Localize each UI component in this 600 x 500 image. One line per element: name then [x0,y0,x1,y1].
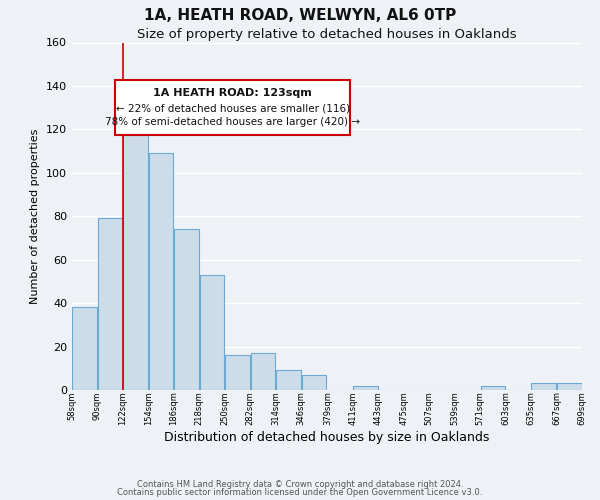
Bar [251,353,275,390]
Bar [98,218,122,390]
Bar [174,230,199,390]
Y-axis label: Number of detached properties: Number of detached properties [31,128,40,304]
Bar [124,99,148,390]
Text: ← 22% of detached houses are smaller (116): ← 22% of detached houses are smaller (11… [116,104,350,114]
FancyBboxPatch shape [115,80,350,134]
Bar [557,384,581,390]
Text: 1A HEATH ROAD: 123sqm: 1A HEATH ROAD: 123sqm [153,88,312,99]
Text: Contains public sector information licensed under the Open Government Licence v3: Contains public sector information licen… [118,488,482,497]
Title: Size of property relative to detached houses in Oaklands: Size of property relative to detached ho… [137,28,517,42]
Bar [149,154,173,390]
Text: 78% of semi-detached houses are larger (420) →: 78% of semi-detached houses are larger (… [105,117,360,127]
Bar [532,384,556,390]
Bar [73,308,97,390]
Bar [353,386,378,390]
Bar [481,386,505,390]
Text: 1A, HEATH ROAD, WELWYN, AL6 0TP: 1A, HEATH ROAD, WELWYN, AL6 0TP [144,8,456,22]
Text: Contains HM Land Registry data © Crown copyright and database right 2024.: Contains HM Land Registry data © Crown c… [137,480,463,489]
Bar [200,275,224,390]
Bar [302,375,326,390]
Bar [276,370,301,390]
X-axis label: Distribution of detached houses by size in Oaklands: Distribution of detached houses by size … [164,431,490,444]
Bar [225,355,250,390]
